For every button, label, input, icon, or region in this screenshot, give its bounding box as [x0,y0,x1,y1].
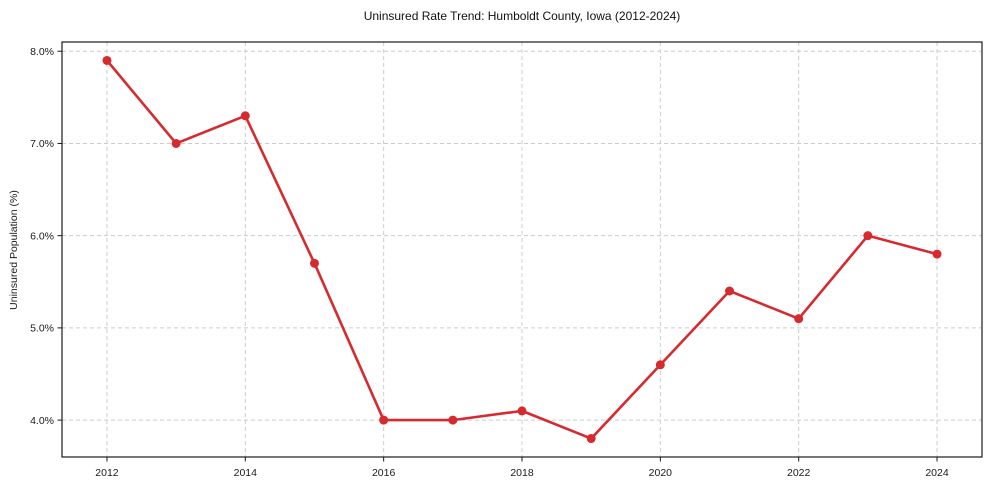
data-point [794,314,804,324]
data-point [309,258,319,268]
x-tick-label: 2014 [234,467,258,479]
chart-title: Uninsured Rate Trend: Humboldt County, I… [363,9,681,23]
data-point [932,249,942,259]
y-tick-label: 7.0% [30,138,54,150]
axis-ticks [57,50,938,462]
y-tick-label: 5.0% [30,323,54,335]
gridlines [62,42,982,457]
data-point [517,406,527,416]
y-tick-label: 4.0% [30,415,54,427]
plot-frame [61,41,983,458]
x-tick-label: 2016 [372,467,396,479]
data-point [379,415,389,425]
x-tick-label: 2020 [649,467,673,479]
axis-tick-labels: 2012 2014 2016 2018 2020 2022 2024 4.0% 5.0% 6.0%… [30,46,949,479]
data-point [586,434,596,444]
x-tick-label: 2012 [95,467,119,479]
x-tick-label: 2018 [510,467,534,479]
x-tick-label: 2022 [787,467,811,479]
y-tick-label: 8.0% [30,46,54,58]
data-point [448,415,458,425]
data-point [240,111,250,121]
data-point [725,286,735,296]
data-point [655,360,665,370]
data-point [102,55,112,65]
data-point [863,231,873,241]
data-point [171,138,181,148]
y-tick-label: 6.0% [30,230,54,242]
x-tick-label: 2024 [925,467,949,479]
data-series [102,55,942,444]
